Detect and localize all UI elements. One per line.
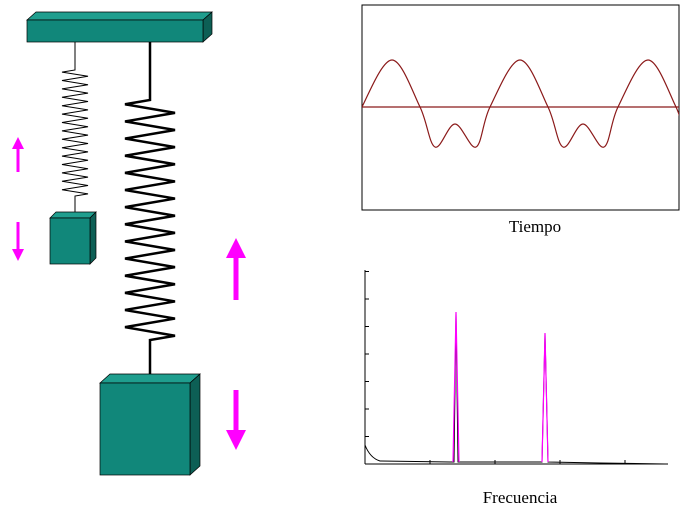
frequency-label: Frecuencia: [483, 488, 558, 507]
time-label: Tiempo: [509, 217, 561, 236]
springs: [61, 42, 176, 375]
spectrum-peaks: [452, 311, 549, 463]
frequency-plot: [364, 270, 668, 465]
motion-arrows: [12, 137, 246, 450]
spring: [124, 42, 176, 375]
spring: [61, 42, 89, 213]
small-mass: [49, 211, 97, 265]
time-signal: [362, 59, 679, 148]
spectrum-baseline: [364, 311, 666, 465]
large-mass: [99, 373, 201, 476]
ceiling-bar: [26, 11, 213, 43]
